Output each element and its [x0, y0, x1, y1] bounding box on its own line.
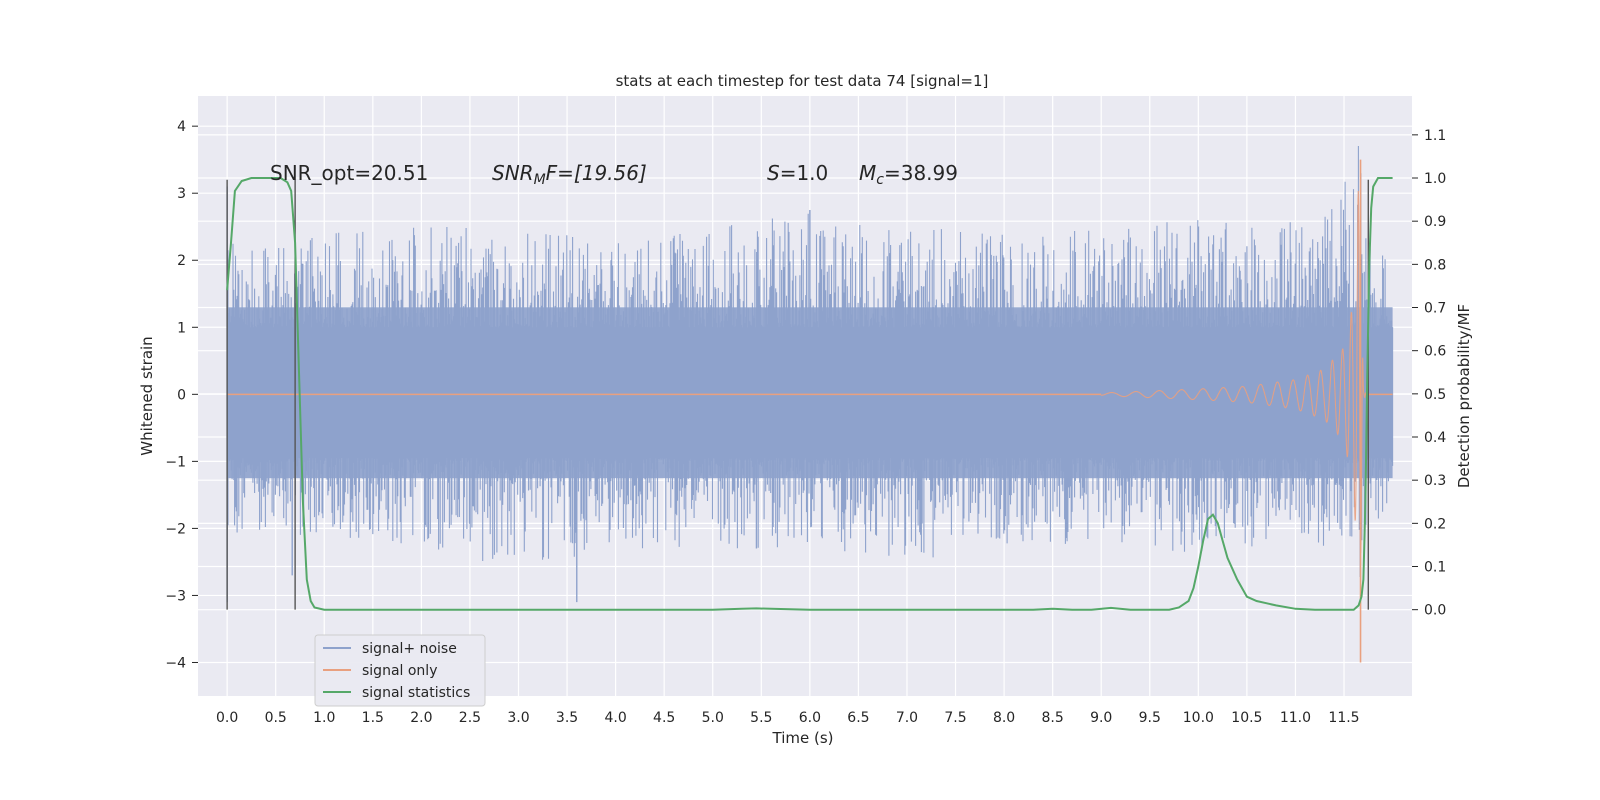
annotation-s-rest: =1.0: [780, 161, 829, 185]
annotation-snr-mf-sub: M: [534, 172, 546, 188]
legend-label-signal-only: signal only: [362, 663, 437, 679]
y-right-tick-label: 0.2: [1424, 516, 1446, 532]
legend: signal+ noise signal only signal statist…: [314, 634, 486, 707]
annotation-mc-rest: =38.99: [884, 161, 958, 185]
y-left-tick-label: −3: [165, 588, 186, 604]
y-right-tick-label: 0.4: [1424, 430, 1446, 446]
signal-statistics-series: [226, 177, 1393, 611]
x-tick-label: 10.0: [1183, 710, 1214, 726]
x-tick-label: 7.0: [896, 710, 918, 726]
x-tick-label: 6.5: [847, 710, 869, 726]
y-right-tick-label: 0.1: [1424, 560, 1446, 576]
signal-only-trace: [1101, 190, 1366, 554]
y-right-tick-label: 0.8: [1424, 257, 1446, 273]
signal-statistics-line: [226, 177, 1393, 611]
annotation-snr-opt: SNR_opt=20.51: [270, 161, 428, 185]
x-tick-label: 0.0: [216, 710, 238, 726]
annotation-snr-mf-base: SNR: [492, 161, 534, 185]
x-tick-label: 2.0: [410, 710, 432, 726]
y-right-tick-label: 1.0: [1424, 171, 1446, 187]
annotation-snr-mf: SNRMF=[19.56]: [492, 161, 647, 188]
x-tick-label: 8.5: [1042, 710, 1064, 726]
y-right-tick-label: 0.9: [1424, 214, 1446, 230]
x-tick-label: 4.5: [653, 710, 675, 726]
y-left-tick-label: 0: [177, 387, 186, 403]
y-right-tick-label: 0.7: [1424, 301, 1446, 317]
y-axis-label-right: Detection probability/MF: [1455, 304, 1473, 488]
annotation-snr-mf-rest: F=[19.56]: [546, 161, 647, 185]
x-tick-label: 4.0: [604, 710, 626, 726]
annotation-mc: Mc=38.99: [859, 161, 958, 188]
x-tick-label: 8.0: [993, 710, 1015, 726]
y-left-tick-label: 2: [177, 253, 186, 269]
signal-only-series: [227, 159, 1393, 663]
x-tick-label: 3.5: [556, 710, 578, 726]
y-left-tick-label: 4: [177, 119, 186, 135]
x-tick-label: 7.5: [944, 710, 966, 726]
x-tick-label: 1.5: [362, 710, 384, 726]
annotation-s-var: S: [767, 161, 780, 185]
legend-box: [314, 634, 486, 707]
y-right-tick-labels: 1.1 1.0 0.9 0.8 0.7 0.6 0.5 0.4 0.3 0.2 0.1 0.0: [1412, 128, 1446, 619]
x-tick-labels: 0.0 0.5 1.0 1.5 2.0 2.5 3.0 3.5 4.0 4.5 5.0 5.5 6.0 6…: [216, 710, 1360, 726]
y-right-tick-label: 0.6: [1424, 344, 1446, 360]
annotation-s: S=1.0: [767, 161, 828, 185]
x-tick-label: 5.5: [750, 710, 772, 726]
y-left-tick-label: 1: [177, 320, 186, 336]
y-right-tick-label: 0.3: [1424, 473, 1446, 489]
annotation-mc-var: M: [859, 161, 876, 185]
x-tick-label: 5.0: [702, 710, 724, 726]
x-axis-label: Time (s): [772, 729, 834, 747]
x-tick-label: 11.0: [1280, 710, 1311, 726]
x-tick-label: 9.0: [1090, 710, 1112, 726]
legend-label-signal-statistics: signal statistics: [362, 685, 470, 701]
y-right-tick-label: 0.5: [1424, 387, 1446, 403]
x-tick-label: 2.5: [459, 710, 481, 726]
x-tick-label: 1.0: [313, 710, 335, 726]
x-tick-label: 0.5: [265, 710, 287, 726]
x-tick-label: 9.5: [1139, 710, 1161, 726]
y-left-tick-labels: 4 3 2 1 0 −1 −2 −3 −4: [165, 119, 198, 671]
annotation-mc-sub: c: [876, 172, 884, 188]
chart-title: stats at each timestep for test data 74 …: [616, 72, 989, 90]
y-right-tick-label: 0.0: [1424, 603, 1446, 619]
y-right-tick-label: 1.1: [1424, 128, 1446, 144]
y-left-tick-label: −1: [165, 454, 186, 470]
x-tick-label: 6.0: [799, 710, 821, 726]
legend-label-signal-noise: signal+ noise: [362, 641, 457, 657]
y-left-tick-label: 3: [177, 186, 186, 202]
x-tick-label: 11.5: [1328, 710, 1359, 726]
x-tick-label: 10.5: [1231, 710, 1262, 726]
x-tick-label: 3.0: [507, 710, 529, 726]
y-axis-label-left: Whitened strain: [138, 336, 156, 455]
y-left-tick-label: −4: [165, 655, 186, 671]
y-left-tick-label: −2: [165, 521, 186, 537]
